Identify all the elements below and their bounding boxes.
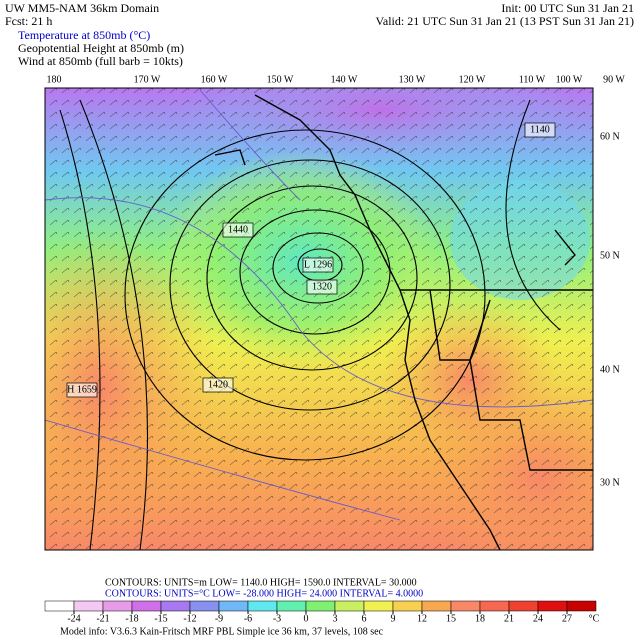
longitude-label: 170 W: [134, 74, 161, 85]
colorbar-label: 9: [391, 613, 396, 624]
colorbar-swatch: [102, 600, 133, 612]
colorbar-swatch: [218, 600, 249, 612]
longitude-label: 180: [47, 74, 62, 85]
forecast-hour: Fcst: 21 h: [5, 14, 52, 28]
colorbar-swatch: [566, 600, 597, 612]
colorbar-swatch: [305, 600, 336, 612]
colorbar-swatch: [334, 600, 365, 612]
height-label: 1320: [312, 281, 332, 292]
field-wind: Wind at 850mb (full barb = 10kts): [18, 54, 183, 68]
height-label: 1440: [228, 224, 248, 235]
height-label: L 1296: [304, 259, 332, 270]
label-box: [306, 279, 338, 295]
colorbar-swatch: [479, 600, 510, 612]
colorbar-label: 0: [304, 613, 309, 624]
colorbar-swatch: [160, 600, 191, 612]
colorbar-label: -24: [67, 613, 80, 624]
longitude-label: 100 W: [556, 74, 583, 85]
colorbar-label: 24: [533, 613, 543, 624]
colorbar-swatch: [73, 600, 104, 612]
label-box: [524, 122, 556, 138]
colorbar-label: -21: [96, 613, 109, 624]
colorbar-swatch: [421, 600, 452, 612]
colorbar-swatch: [537, 600, 568, 612]
longitude-label: 90 W: [603, 74, 625, 85]
colorbar-label: -18: [125, 613, 138, 624]
latitude-label: 40 N: [600, 364, 620, 375]
longitude-label: 120 W: [459, 74, 486, 85]
label-box: [222, 222, 254, 238]
height-label: H 1659: [67, 384, 97, 395]
colorbar-label: -9: [215, 613, 223, 624]
height-contour-info: CONTOURS: UNITS=m LOW= 1140.0 HIGH= 1590…: [105, 577, 417, 588]
colorbar-swatch: [363, 600, 394, 612]
longitude-label: 110 W: [519, 74, 546, 85]
colorbar-label: -12: [183, 613, 196, 624]
label-box: [302, 257, 334, 273]
init-time: Init: 00 UTC Sun 31 Jan 21: [501, 1, 634, 15]
model-info: Model info: V3.6.3 Kain-Fritsch MRF PBL …: [60, 626, 384, 637]
colorbar-swatch: [450, 600, 481, 612]
longitude-label: 150 W: [267, 74, 294, 85]
colorbar-unit: °C: [589, 613, 600, 624]
longitude-label: 140 W: [331, 74, 358, 85]
colorbar-label: -6: [244, 613, 252, 624]
colorbar-label: -3: [273, 613, 281, 624]
colorbar-swatch: [508, 600, 539, 612]
valid-time: Valid: 21 UTC Sun 31 Jan 21 (13 PST Sun …: [376, 14, 634, 28]
field-temperature: Temperature at 850mb (°C): [18, 28, 150, 42]
colorbar-label: 27: [562, 613, 572, 624]
temp-contour-info: CONTOURS: UNITS=°C LOW= -28.000 HIGH= 24…: [105, 588, 423, 599]
colorbar-swatch: [189, 600, 220, 612]
header: UW MM5-NAM 36km Domain Fcst: 21 h Init: …: [5, 1, 634, 68]
colorbar-label: 15: [446, 613, 456, 624]
colorbar-label: 3: [333, 613, 338, 624]
colorbar-label: 12: [417, 613, 427, 624]
colorbar-label: -15: [154, 613, 167, 624]
label-box: [66, 382, 98, 398]
colorbar-label: 21: [504, 613, 514, 624]
height-label: 1420: [208, 379, 228, 390]
colorbar-swatch: [392, 600, 423, 612]
height-label: 1140: [530, 124, 550, 135]
map-field: [45, 88, 593, 550]
latitude-label: 60 N: [600, 131, 620, 142]
latitude-label: 30 N: [600, 477, 620, 488]
colorbar-label: 6: [362, 613, 367, 624]
colorbar-swatch: [44, 600, 75, 612]
model-name: UW MM5-NAM 36km Domain: [5, 1, 159, 15]
colorbar-swatch: [276, 600, 307, 612]
field-height: Geopotential Height at 850mb (m): [18, 41, 184, 55]
longitude-label: 160 W: [201, 74, 228, 85]
map-frame: [44, 87, 594, 551]
colorbar-swatch: [247, 600, 278, 612]
latitude-label: 50 N: [600, 250, 620, 261]
longitude-label: 130 W: [399, 74, 426, 85]
colorbar-label: 18: [475, 613, 485, 624]
label-box: [202, 377, 234, 393]
colorbar-swatch: [131, 600, 162, 612]
